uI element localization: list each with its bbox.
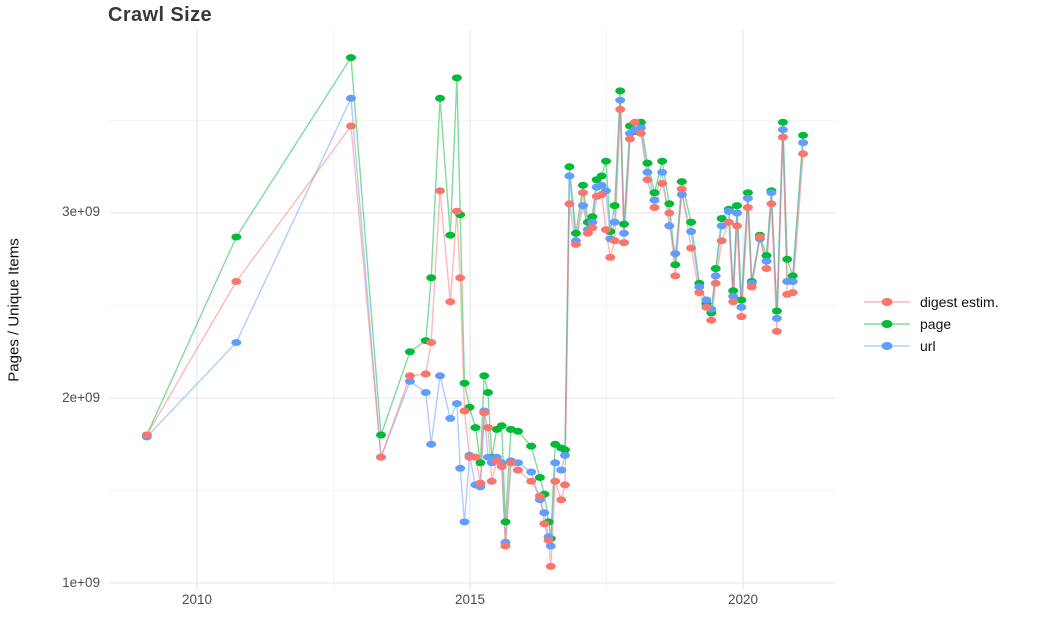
y-tick-label-1e09: 1e+09 <box>62 575 100 590</box>
y-axis-title: Pages / Unique Items <box>5 238 23 382</box>
chart-panel <box>110 30 835 590</box>
legend-item-digest-estim: digest estim. <box>863 291 999 313</box>
page-legend-key-icon <box>864 320 910 328</box>
legend-item-page: page <box>863 313 999 335</box>
x-tick-label-2020: 2020 <box>727 592 759 607</box>
legend-label-url: url <box>920 338 936 354</box>
y-tick-label-3e09: 3e+09 <box>62 204 100 219</box>
x-tick-label-2015: 2015 <box>454 592 486 607</box>
legend-item-url: url <box>863 335 999 357</box>
x-tick-label-2010: 2010 <box>181 592 213 607</box>
chart-title: Crawl Size <box>108 4 213 26</box>
url-legend-key-icon <box>864 342 910 350</box>
y-tick-label-2e09: 2e+09 <box>62 390 100 405</box>
legend-label-digest-estim: digest estim. <box>920 294 999 310</box>
digest-legend-key-icon <box>864 298 910 306</box>
legend-label-page: page <box>920 316 952 332</box>
legend: digest estim. page url <box>863 291 999 357</box>
